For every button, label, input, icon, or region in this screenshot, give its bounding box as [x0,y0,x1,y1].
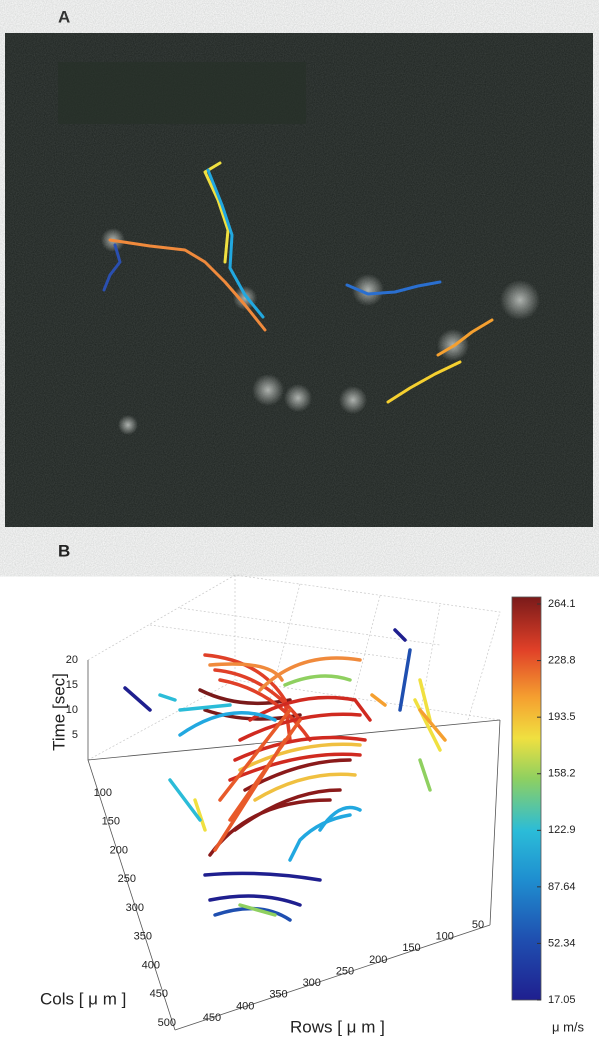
tick-label: 450 [150,988,168,1000]
tick-label: 100 [94,787,112,799]
tick-label: 50 [472,919,484,931]
colorbar-tick-label: 264.1 [548,598,576,610]
tick-label: 10 [66,704,78,716]
tick-label: 250 [336,965,354,977]
tick-label: 300 [126,902,144,914]
axis-label: Time [sec] [49,673,68,751]
tick-label: 15 [66,679,78,691]
colorbar-tick-label: 122.9 [548,824,576,836]
colorbar-tick-label: 193.5 [548,711,576,723]
axis-label: Rows [ μ m ] [290,1017,385,1036]
tick-label: 400 [142,959,160,971]
tick-label: 150 [402,942,420,954]
axes: Time [sec] Cols [ μ m ] Rows [ μ m ] [40,673,385,1036]
plot-box [87,574,501,1031]
colorbar-tick-label: 17.05 [548,994,576,1006]
colorbar: μ m/s [511,596,585,1034]
trajectories [123,628,447,922]
tick-label: 200 [110,844,128,856]
tick-label: 100 [436,931,454,943]
colorbar-tick-label: 87.64 [548,881,576,893]
tick-label: 20 [66,654,78,666]
tick-label: 200 [369,954,387,966]
tick-label: 350 [269,989,287,1001]
tick-label: 300 [303,977,321,989]
tick-label: 150 [102,816,120,828]
tick-label: 5 [72,729,78,741]
micrograph [5,33,593,527]
colorbar-tick-label: 158.2 [548,768,576,780]
tick-label: 400 [236,1000,254,1012]
panel-label: A [58,7,70,26]
colorbar-label: μ m/s [552,1019,585,1034]
panel-label: B [58,541,70,560]
axis-label: Cols [ μ m ] [40,989,126,1008]
tick-label: 250 [118,873,136,885]
tick-label: 450 [203,1012,221,1024]
tick-label: 500 [158,1017,176,1029]
colorbar-tick-label: 228.8 [548,654,576,666]
tick-label: 350 [134,931,152,943]
colorbar-tick-label: 52.34 [548,937,576,949]
